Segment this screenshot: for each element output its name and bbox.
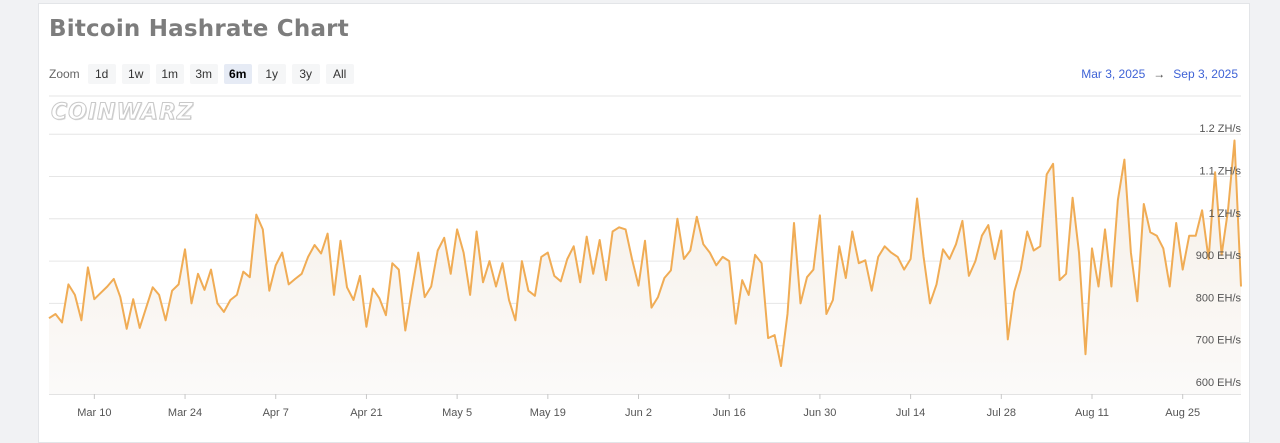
area-fill (49, 140, 1241, 394)
y-tick-label: 1.1 ZH/s (1199, 166, 1241, 178)
x-tick-label: May 19 (530, 407, 566, 419)
x-tick-label: Apr 21 (350, 407, 382, 419)
zoom-button-1d[interactable]: 1d (87, 64, 116, 84)
x-tick-label: Jul 14 (896, 407, 925, 419)
x-tick-label: Jun 16 (713, 407, 746, 419)
zoom-button-1y[interactable]: 1y (257, 64, 286, 84)
zoom-button-all[interactable]: All (325, 64, 354, 84)
y-tick-label: 900 EH/s (1196, 250, 1242, 262)
zoom-button-1w[interactable]: 1w (121, 64, 150, 84)
x-axis-labels: Mar 10 Mar 24 Apr 7 Apr 21 May 5 May 19 Jun 2 J… (77, 394, 1200, 419)
hashrate-line[interactable] (48, 139, 1242, 367)
x-tick-label: Apr 7 (263, 407, 289, 419)
x-tick-label: May 5 (442, 407, 472, 419)
date-range: Mar 3, 2025 → Sep 3, 2025 (1081, 67, 1238, 81)
hashrate-area (49, 140, 1241, 394)
range-to-date[interactable]: Sep 3, 2025 (1173, 67, 1238, 81)
x-tick-label: Mar 10 (77, 407, 111, 419)
zoom-label: Zoom (49, 67, 80, 81)
y-tick-label: 700 EH/s (1196, 335, 1242, 347)
coinwarz-watermark-logo: COINWARZ (51, 100, 194, 126)
x-tick-label: Jun 30 (803, 407, 836, 419)
range-from-date[interactable]: Mar 3, 2025 (1081, 67, 1146, 81)
y-tick-label: 1 ZH/s (1209, 208, 1242, 220)
y-tick-label: 600 EH/s (1196, 377, 1242, 389)
y-axis-labels: 600 EH/s 700 EH/s 800 EH/s 900 EH/s 1 ZH/s 1.… (1196, 123, 1242, 389)
zoom-button-1m[interactable]: 1m (155, 64, 184, 84)
x-tick-label: Aug 25 (1165, 407, 1200, 419)
x-tick-label: Aug 11 (1075, 407, 1109, 419)
x-tick-label: Jul 28 (987, 407, 1016, 419)
y-tick-label: 800 EH/s (1196, 292, 1242, 304)
y-tick-label: 1.2 ZH/s (1199, 123, 1241, 135)
page-title: Bitcoin Hashrate Chart (49, 16, 349, 42)
zoom-button-3y[interactable]: 3y (291, 64, 320, 84)
x-tick-label: Mar 24 (168, 407, 202, 419)
x-tick-label: Jun 2 (625, 407, 652, 419)
zoom-button-3m[interactable]: 3m (189, 64, 218, 84)
series-line (48, 139, 1242, 367)
zoom-bar: Zoom 1d 1w 1m 3m 6m 1y 3y All (49, 64, 354, 84)
zoom-button-6m[interactable]: 6m (223, 64, 252, 84)
range-arrow-icon: → (1153, 67, 1166, 81)
